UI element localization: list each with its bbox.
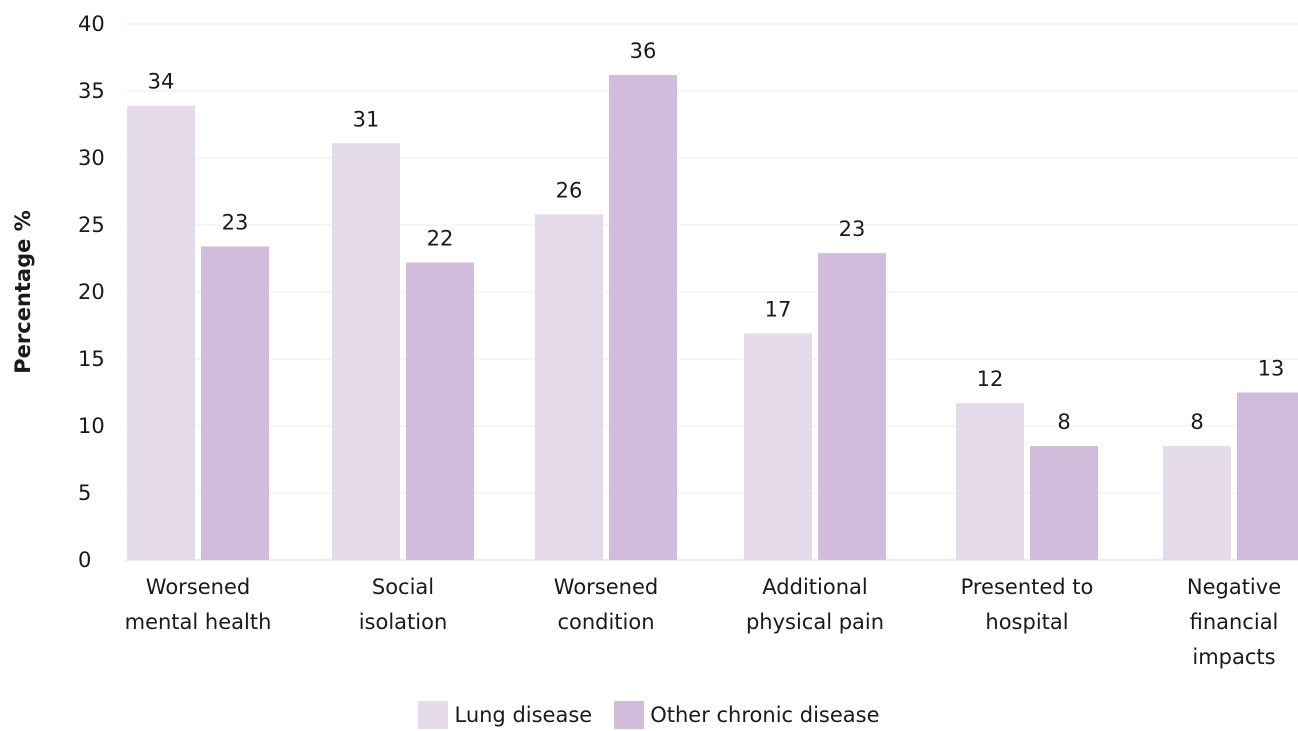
x-category-label: Social isolation [359,575,448,634]
data-label: 13 [1258,357,1285,381]
legend-item-lung-disease: Lung disease [418,701,592,729]
bar-other-chronic-disease [406,262,474,560]
legend: Lung disease Other chronic disease [0,700,1298,730]
y-tick-label: 5 [78,481,91,505]
data-label: 17 [765,298,792,322]
x-axis-categories: Worsened mental health Social isolation Wors… [125,575,1282,669]
y-tick-label: 20 [78,280,105,304]
bar-lung-disease [332,143,400,560]
bar-other-chronic-disease [609,74,677,561]
bar-lung-disease [1163,446,1231,560]
x-category-label: Additional physical pain [746,575,884,634]
y-tick-label: 0 [78,548,91,572]
data-label: 8 [1057,410,1070,434]
legend-label-other-chronic-disease: Other chronic disease [650,703,880,727]
bar-other-chronic-disease [1237,392,1298,560]
bar-lung-disease [535,214,603,560]
data-label: 34 [148,70,175,94]
bar-other-chronic-disease [818,253,886,560]
y-tick-label: 30 [78,146,105,170]
legend-swatch-other-chronic-disease [614,701,645,729]
bar-lung-disease [127,105,195,561]
gridlines [125,23,1298,561]
bar-other-chronic-disease [1030,446,1098,560]
y-axis-label: Percentage % [11,210,35,373]
bar-other-chronic-disease [201,246,269,560]
legend-item-other-chronic-disease: Other chronic disease [614,701,880,729]
data-label: 22 [427,227,454,251]
x-category-label: Negative financial impacts [1187,575,1281,669]
bars [127,74,1298,561]
y-tick-label: 15 [78,347,105,371]
y-tick-label: 10 [78,414,105,438]
legend-label-lung-disease: Lung disease [454,703,593,727]
y-tick-label: 40 [78,12,105,36]
y-tick-label: 35 [78,79,105,103]
x-category-label: Presented to hospital [961,575,1094,634]
data-label: 26 [556,178,583,202]
data-label: 8 [1190,410,1203,434]
bar-lung-disease [956,403,1024,560]
y-axis-ticks: 0 5 10 15 20 25 30 35 40 [78,12,105,572]
data-label: 23 [839,217,866,241]
data-labels: 34 23 31 22 26 36 17 23 12 8 8 13 [148,39,1285,434]
data-label: 12 [977,367,1004,391]
data-label: 31 [353,107,380,131]
x-category-label: Worsened mental health [125,575,272,634]
legend-swatch-lung-disease [418,701,449,729]
data-label: 36 [630,39,657,63]
bar-lung-disease [744,333,812,560]
x-category-label: Worsened condition [554,575,658,634]
y-tick-label: 25 [78,213,105,237]
data-label: 23 [222,210,249,234]
